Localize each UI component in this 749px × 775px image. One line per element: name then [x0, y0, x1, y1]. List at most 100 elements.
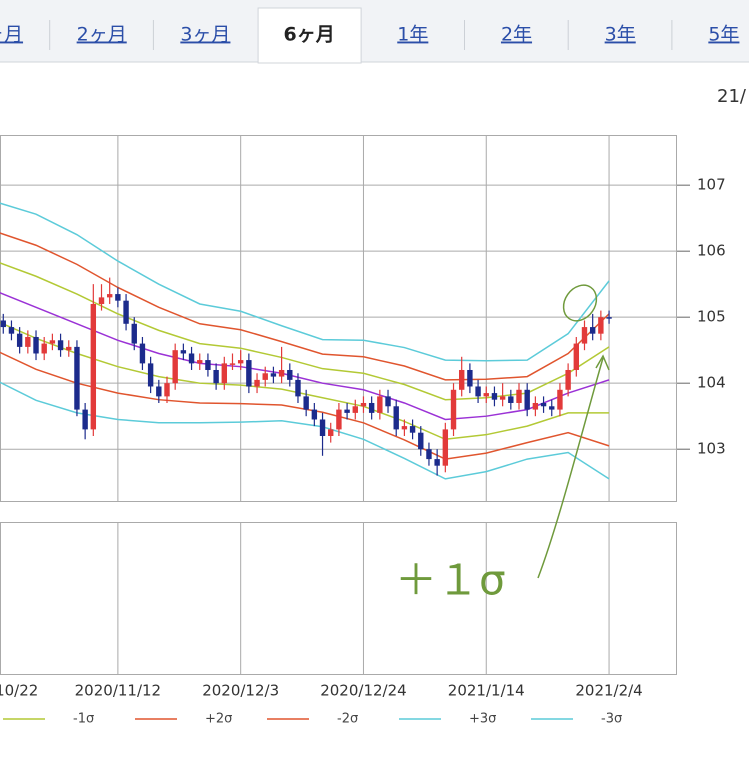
- tab[interactable]: 3ヶ月: [180, 24, 230, 46]
- lower-panel-frame: [0, 522, 677, 675]
- candle-body: [311, 409, 318, 420]
- candle-body: [434, 459, 440, 466]
- candle-body: [418, 432, 424, 450]
- candle-body: [549, 406, 555, 410]
- candle-body: [557, 389, 563, 410]
- y-tick-label: 106: [697, 242, 726, 260]
- candle-body: [237, 360, 244, 364]
- candle-body: [606, 317, 612, 319]
- annotation-arrow: [537, 357, 604, 579]
- candle-body: [8, 327, 15, 334]
- candle-body: [180, 350, 187, 354]
- band-line: [0, 232, 610, 381]
- candle-body: [393, 406, 399, 430]
- candle-body: [409, 426, 416, 433]
- candle-body: [278, 369, 285, 377]
- band-line: [0, 291, 610, 421]
- candle-body: [524, 389, 530, 410]
- candle-body: [442, 429, 449, 466]
- candle-body: [426, 449, 432, 460]
- tab-selected-bg: [257, 7, 362, 64]
- y-tick-label: 105: [697, 308, 726, 326]
- tab[interactable]: 1ヶ月: [0, 24, 23, 46]
- x-tick-label: 2020/11/12: [75, 682, 161, 700]
- candle-body: [41, 343, 47, 354]
- date-label: 21/: [717, 86, 747, 107]
- candle-body: [139, 343, 146, 364]
- tab[interactable]: 1年: [397, 24, 428, 46]
- candle-body: [82, 409, 88, 430]
- candle-body: [483, 393, 489, 397]
- candle-body: [0, 320, 6, 328]
- x-tick-label: 2020/12/24: [320, 682, 406, 700]
- tab[interactable]: 2年: [501, 24, 532, 46]
- candle-body: [188, 353, 195, 364]
- candle-body: [246, 360, 252, 387]
- candle-body: [491, 393, 498, 400]
- tab[interactable]: 3年: [605, 24, 636, 46]
- candle-body: [156, 386, 162, 397]
- candle-body: [25, 336, 31, 347]
- candle-body: [270, 373, 277, 377]
- legend: -1σ +2σ -2σ +3σ -3σ: [3, 712, 622, 727]
- candle-body: [172, 350, 178, 384]
- candle-body: [33, 336, 39, 354]
- candle-body: [540, 402, 547, 407]
- candle-body: [360, 402, 367, 407]
- candle-body: [147, 363, 154, 387]
- annotation-arrowhead: [595, 354, 610, 371]
- axes: 103 104 105 106 107 2020/10/22 2020/11/12 2020/…: [0, 176, 726, 700]
- tabs: 1ヶ月 2ヶ月 3ヶ月 6ヶ月 1年 2年 3年 5年: [0, 7, 739, 64]
- band-line: [0, 202, 610, 362]
- tab[interactable]: 2ヶ月: [77, 24, 127, 46]
- candle-body: [90, 303, 97, 430]
- candle-body: [164, 383, 170, 397]
- plot: [0, 202, 612, 480]
- candle-body: [467, 369, 473, 387]
- candle-body: [106, 294, 113, 298]
- candle-body: [197, 360, 203, 364]
- candle-body: [499, 396, 506, 400]
- candle-body: [98, 297, 105, 304]
- x-tick-label: 2021/1/14: [448, 682, 525, 700]
- candle-body: [385, 396, 391, 407]
- candle-body: [377, 396, 383, 413]
- candle-body: [57, 340, 64, 351]
- legend-label: +2σ: [205, 712, 232, 727]
- candle-body: [565, 369, 571, 390]
- candle-body: [589, 327, 596, 334]
- candle-body: [123, 300, 129, 324]
- candle-body: [368, 402, 375, 413]
- candle-body: [401, 426, 408, 430]
- candle-body: [131, 323, 137, 344]
- candle-body: [319, 419, 326, 436]
- x-tick-label: 2020/12/3: [202, 682, 279, 700]
- band-line: [0, 321, 610, 441]
- y-tick-label: 103: [697, 440, 726, 458]
- candle-body: [49, 340, 56, 344]
- annotation: ＋１σ: [395, 284, 610, 605]
- candle-body: [229, 363, 236, 365]
- candle-body: [303, 396, 309, 410]
- tab-bar: [0, 0, 749, 62]
- annotation-ellipse: [562, 284, 598, 322]
- tab[interactable]: 5年: [708, 24, 739, 46]
- candle-body: [221, 363, 228, 384]
- x-tick-label: 2020/10/22: [0, 682, 38, 700]
- candle-body: [344, 409, 350, 413]
- legend-label: -3σ: [601, 712, 622, 727]
- x-tick-label: 2021/2/4: [575, 682, 642, 700]
- legend-label: -2σ: [337, 712, 358, 727]
- candle-body: [295, 379, 301, 397]
- candle-body: [532, 402, 539, 410]
- candle-body: [581, 327, 588, 344]
- candle-body: [475, 386, 481, 397]
- candle-body: [459, 369, 465, 390]
- candle-body: [516, 389, 522, 403]
- tab[interactable]: 6ヶ月: [283, 24, 334, 46]
- band-line: [0, 381, 610, 480]
- candle-body: [66, 346, 72, 351]
- legend-label: -1σ: [73, 712, 94, 727]
- annotation-text: ＋１σ: [395, 556, 506, 605]
